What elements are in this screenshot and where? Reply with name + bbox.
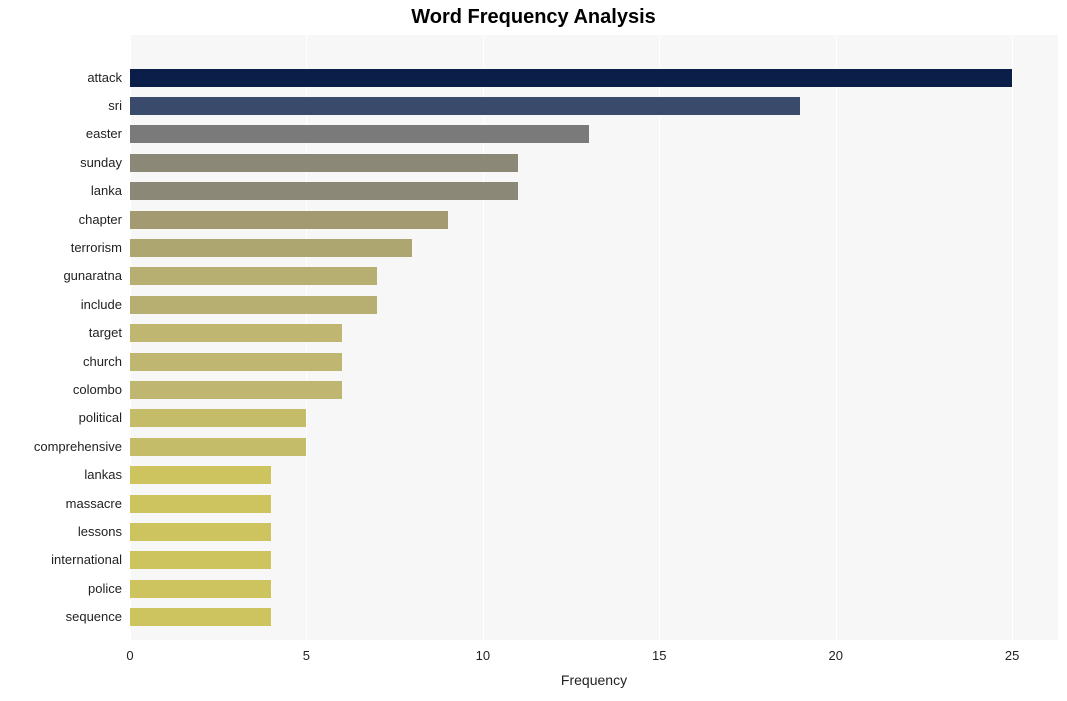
x-tick: 20 <box>828 648 842 663</box>
y-tick-label: sunday <box>0 154 122 172</box>
y-tick-label: comprehensive <box>0 438 122 456</box>
bar <box>130 381 342 399</box>
x-tick: 0 <box>126 648 133 663</box>
bar <box>130 97 800 115</box>
y-tick-label: international <box>0 551 122 569</box>
y-tick-label: church <box>0 353 122 371</box>
bar <box>130 324 342 342</box>
chart-title: Word Frequency Analysis <box>0 6 1067 29</box>
x-tick: 15 <box>652 648 666 663</box>
y-tick-label: chapter <box>0 211 122 229</box>
y-tick-label: attack <box>0 69 122 87</box>
y-tick-label: lanka <box>0 182 122 200</box>
grid-line <box>1012 35 1013 640</box>
bar <box>130 69 1012 87</box>
word-frequency-chart: Word Frequency Analysis Frequency 0 5 10 15… <box>0 0 1067 701</box>
plot-area <box>130 35 1058 640</box>
y-tick-label: colombo <box>0 381 122 399</box>
y-tick-label: lankas <box>0 466 122 484</box>
bar <box>130 551 271 569</box>
grid-line <box>659 35 660 640</box>
bar <box>130 211 448 229</box>
bar <box>130 239 412 257</box>
y-tick-label: lessons <box>0 523 122 541</box>
bar <box>130 125 589 143</box>
bar <box>130 154 518 172</box>
y-tick-label: include <box>0 296 122 314</box>
x-tick: 5 <box>303 648 310 663</box>
y-tick-label: sri <box>0 97 122 115</box>
y-tick-label: easter <box>0 125 122 143</box>
x-tick: 10 <box>476 648 490 663</box>
bar <box>130 182 518 200</box>
grid-line <box>836 35 837 640</box>
y-tick-label: target <box>0 324 122 342</box>
x-axis-label: Frequency <box>561 672 627 688</box>
bar <box>130 438 306 456</box>
bar <box>130 495 271 513</box>
bar <box>130 523 271 541</box>
y-tick-label: political <box>0 409 122 427</box>
y-tick-label: massacre <box>0 495 122 513</box>
x-tick: 25 <box>1005 648 1019 663</box>
y-tick-label: terrorism <box>0 239 122 257</box>
y-tick-label: gunaratna <box>0 267 122 285</box>
bar <box>130 466 271 484</box>
bar <box>130 580 271 598</box>
bar <box>130 353 342 371</box>
bar <box>130 296 377 314</box>
bar <box>130 608 271 626</box>
y-tick-label: police <box>0 580 122 598</box>
bar <box>130 267 377 285</box>
bar <box>130 409 306 427</box>
y-tick-label: sequence <box>0 608 122 626</box>
